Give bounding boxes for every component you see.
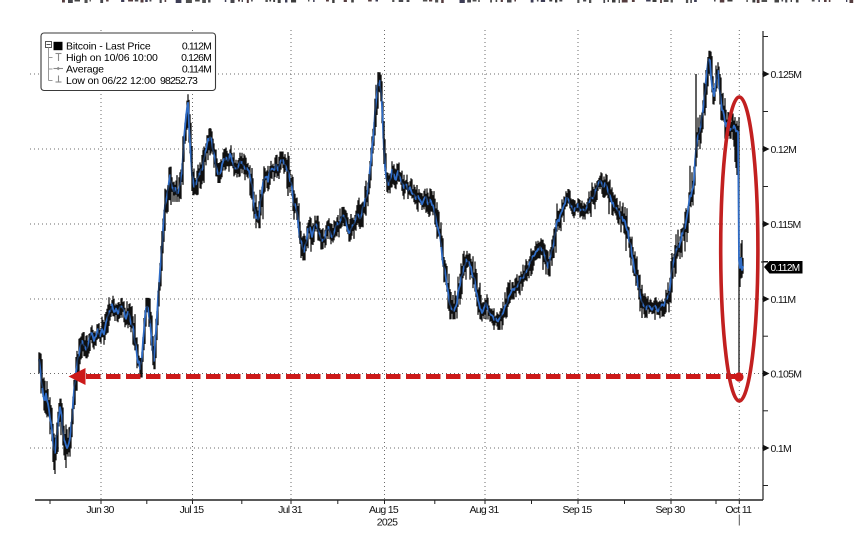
svg-text:Jul 15: Jul 15 (180, 504, 205, 516)
svg-text:Low on 06/22 12:00: Low on 06/22 12:00 (66, 75, 156, 87)
svg-text:Aug 31: Aug 31 (469, 504, 499, 516)
svg-text:Oct 11: Oct 11 (725, 504, 752, 516)
svg-text:2025: 2025 (377, 517, 398, 529)
svg-text:Sep 15: Sep 15 (562, 504, 592, 516)
svg-text:0.1M: 0.1M (771, 443, 792, 455)
svg-text:98252.73: 98252.73 (160, 75, 198, 87)
svg-text:0.126M: 0.126M (181, 52, 211, 64)
svg-text:Aug 15: Aug 15 (369, 504, 399, 516)
svg-text:0.115M: 0.115M (771, 219, 801, 231)
svg-text:0.112M: 0.112M (182, 41, 211, 53)
svg-text:0.12M: 0.12M (771, 144, 797, 156)
svg-text:0.125M: 0.125M (771, 69, 802, 81)
svg-text:High on 10/06 10:00: High on 10/06 10:00 (66, 52, 158, 64)
svg-text:Bitcoin - Last Price: Bitcoin - Last Price (66, 41, 151, 53)
svg-text:0.11M: 0.11M (771, 294, 796, 306)
svg-text:Jun 30: Jun 30 (86, 504, 114, 516)
svg-text:0.112M: 0.112M (771, 263, 800, 274)
svg-text:0.114M: 0.114M (182, 64, 211, 76)
svg-text:0.105M: 0.105M (771, 369, 802, 381)
svg-text:Average: Average (66, 64, 104, 76)
svg-text:Sep 30: Sep 30 (655, 504, 685, 516)
svg-text:Jul 31: Jul 31 (278, 504, 303, 516)
